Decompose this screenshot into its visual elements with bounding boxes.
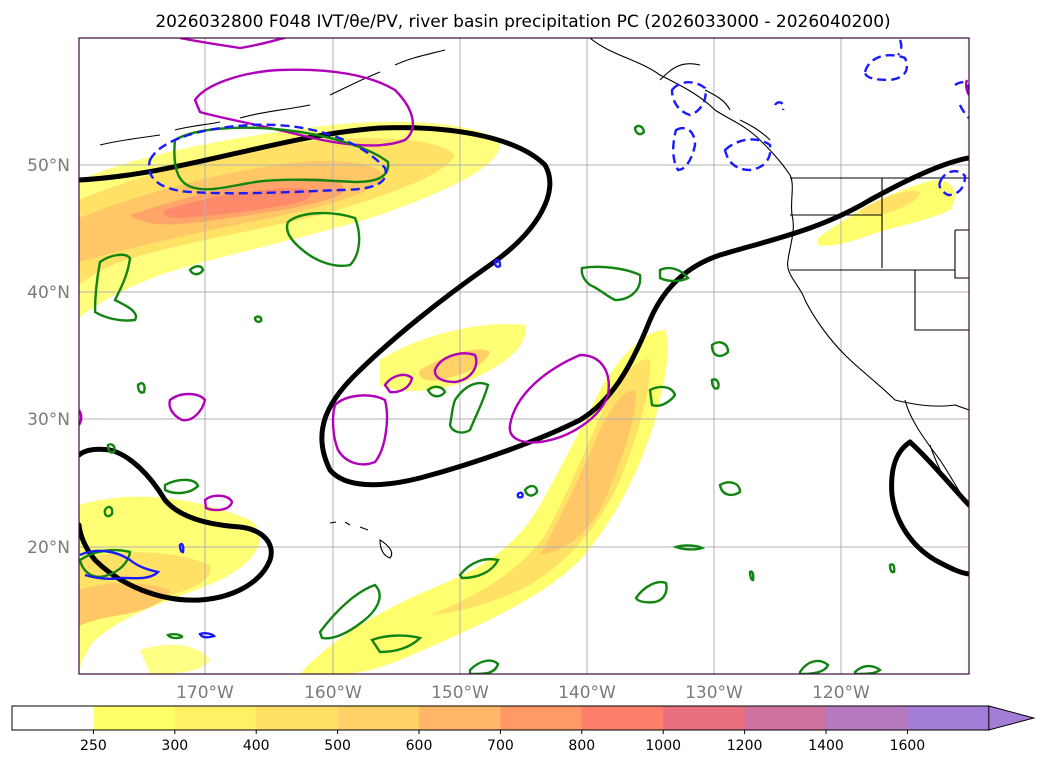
colorbar-swatch: [419, 706, 501, 730]
colorbar-tick-label: 1600: [890, 738, 926, 754]
lat-label: 50°N: [27, 156, 70, 176]
longitude-labels: 170°W 160°W 150°W 140°W 130°W 120°W: [176, 683, 870, 703]
map-frame: [78, 37, 970, 675]
colorbar-swatch: [907, 706, 990, 730]
colorbar-tick-label: 600: [406, 738, 433, 754]
lat-label: 40°N: [27, 283, 70, 303]
colorbar-swatch: [174, 706, 257, 730]
colorbar-tick-label: 400: [243, 738, 270, 754]
lon-label: 170°W: [176, 683, 234, 703]
gridlines: [79, 38, 969, 674]
colorbar-tick-label: 500: [324, 738, 351, 754]
colorbar-swatch: [663, 706, 746, 730]
colorbar-swatch: [826, 706, 908, 730]
jet-contours: [79, 125, 969, 603]
colorbar-swatch: [500, 706, 583, 730]
colorbar-tick-label: 1000: [645, 738, 681, 754]
colorbar-extend-arrow: [988, 705, 1036, 731]
lat-label: 30°N: [27, 410, 70, 430]
map-area: [79, 38, 969, 674]
colorbar-tick-label: 250: [80, 738, 107, 754]
colorbar: 250 300 400 500 600 700 800 1000 1200 1400 1600: [11, 705, 1036, 754]
colorbar-tick-label: 1400: [808, 738, 844, 754]
latitude-labels: 50°N 40°N 30°N 20°N: [27, 156, 70, 558]
theta-e-contours: [79, 124, 896, 674]
lon-label: 160°W: [304, 683, 362, 703]
lon-label: 140°W: [558, 683, 616, 703]
lon-label: 150°W: [431, 683, 489, 703]
colorbar-swatch: [93, 706, 176, 730]
colorbar-tick-label: 1200: [727, 738, 763, 754]
colorbar-tick-label: 700: [487, 738, 514, 754]
colorbar-swatch: [12, 706, 94, 730]
colorbar-swatch: [337, 706, 420, 730]
lon-label: 120°W: [812, 683, 870, 703]
lat-label: 20°N: [27, 538, 70, 558]
colorbar-tick-label: 300: [161, 738, 188, 754]
lon-label: 130°W: [685, 683, 743, 703]
negative-contours: [79, 39, 969, 639]
colorbar-swatch: [581, 706, 664, 730]
colorbar-tick-label: 800: [568, 738, 595, 754]
colorbar-swatch: [256, 706, 339, 730]
plot-title: 2026032800 F048 IVT/θe/PV, river basin p…: [155, 12, 890, 32]
colorbar-swatch: [744, 706, 827, 730]
